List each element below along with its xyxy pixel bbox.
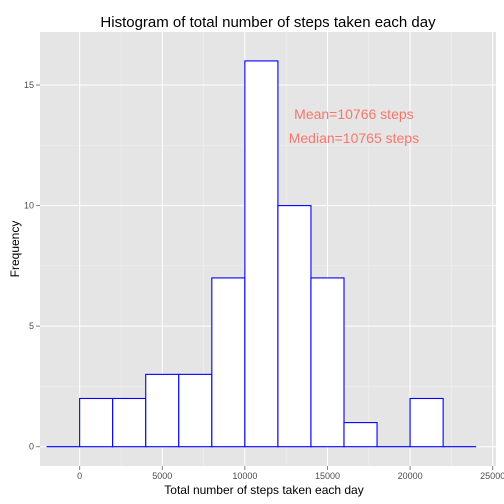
histogram-bar xyxy=(409,397,444,448)
histogram-bar xyxy=(178,373,213,448)
histogram-bar xyxy=(310,277,345,448)
x-tick-label: 25000 xyxy=(480,471,504,481)
axis-ticks: 0 5000 10000 15000 20000 25000 0 5 10 15 xyxy=(24,80,504,481)
x-tick-label: 10000 xyxy=(232,471,257,481)
x-tick-label: 20000 xyxy=(398,471,423,481)
x-tick-label: 15000 xyxy=(315,471,340,481)
x-tick-label: 5000 xyxy=(152,471,172,481)
chart-title: Histogram of total number of steps taken… xyxy=(100,14,436,31)
histogram-bar xyxy=(79,397,114,448)
annotations: Mean=10766 steps Median=10765 steps xyxy=(289,106,419,146)
histogram-bar xyxy=(211,277,246,448)
y-tick-label: 10 xyxy=(24,201,34,211)
histogram-bar xyxy=(145,373,180,448)
histogram-bar xyxy=(244,60,279,448)
x-tick-label: 0 xyxy=(77,471,82,481)
y-tick-label: 5 xyxy=(29,321,34,331)
stats-annotation: Mean=10766 steps xyxy=(294,106,413,122)
y-tick-label: 0 xyxy=(29,442,34,452)
histogram-bar xyxy=(343,422,378,448)
y-tick-label: 15 xyxy=(24,80,34,90)
histogram-bars xyxy=(46,60,477,448)
stats-annotation: Median=10765 steps xyxy=(289,130,419,146)
histogram-bar xyxy=(277,205,312,448)
histogram-bar xyxy=(112,397,147,448)
y-axis-label: Frequency xyxy=(8,221,22,278)
x-axis-label: Total number of steps taken each day xyxy=(164,483,363,497)
